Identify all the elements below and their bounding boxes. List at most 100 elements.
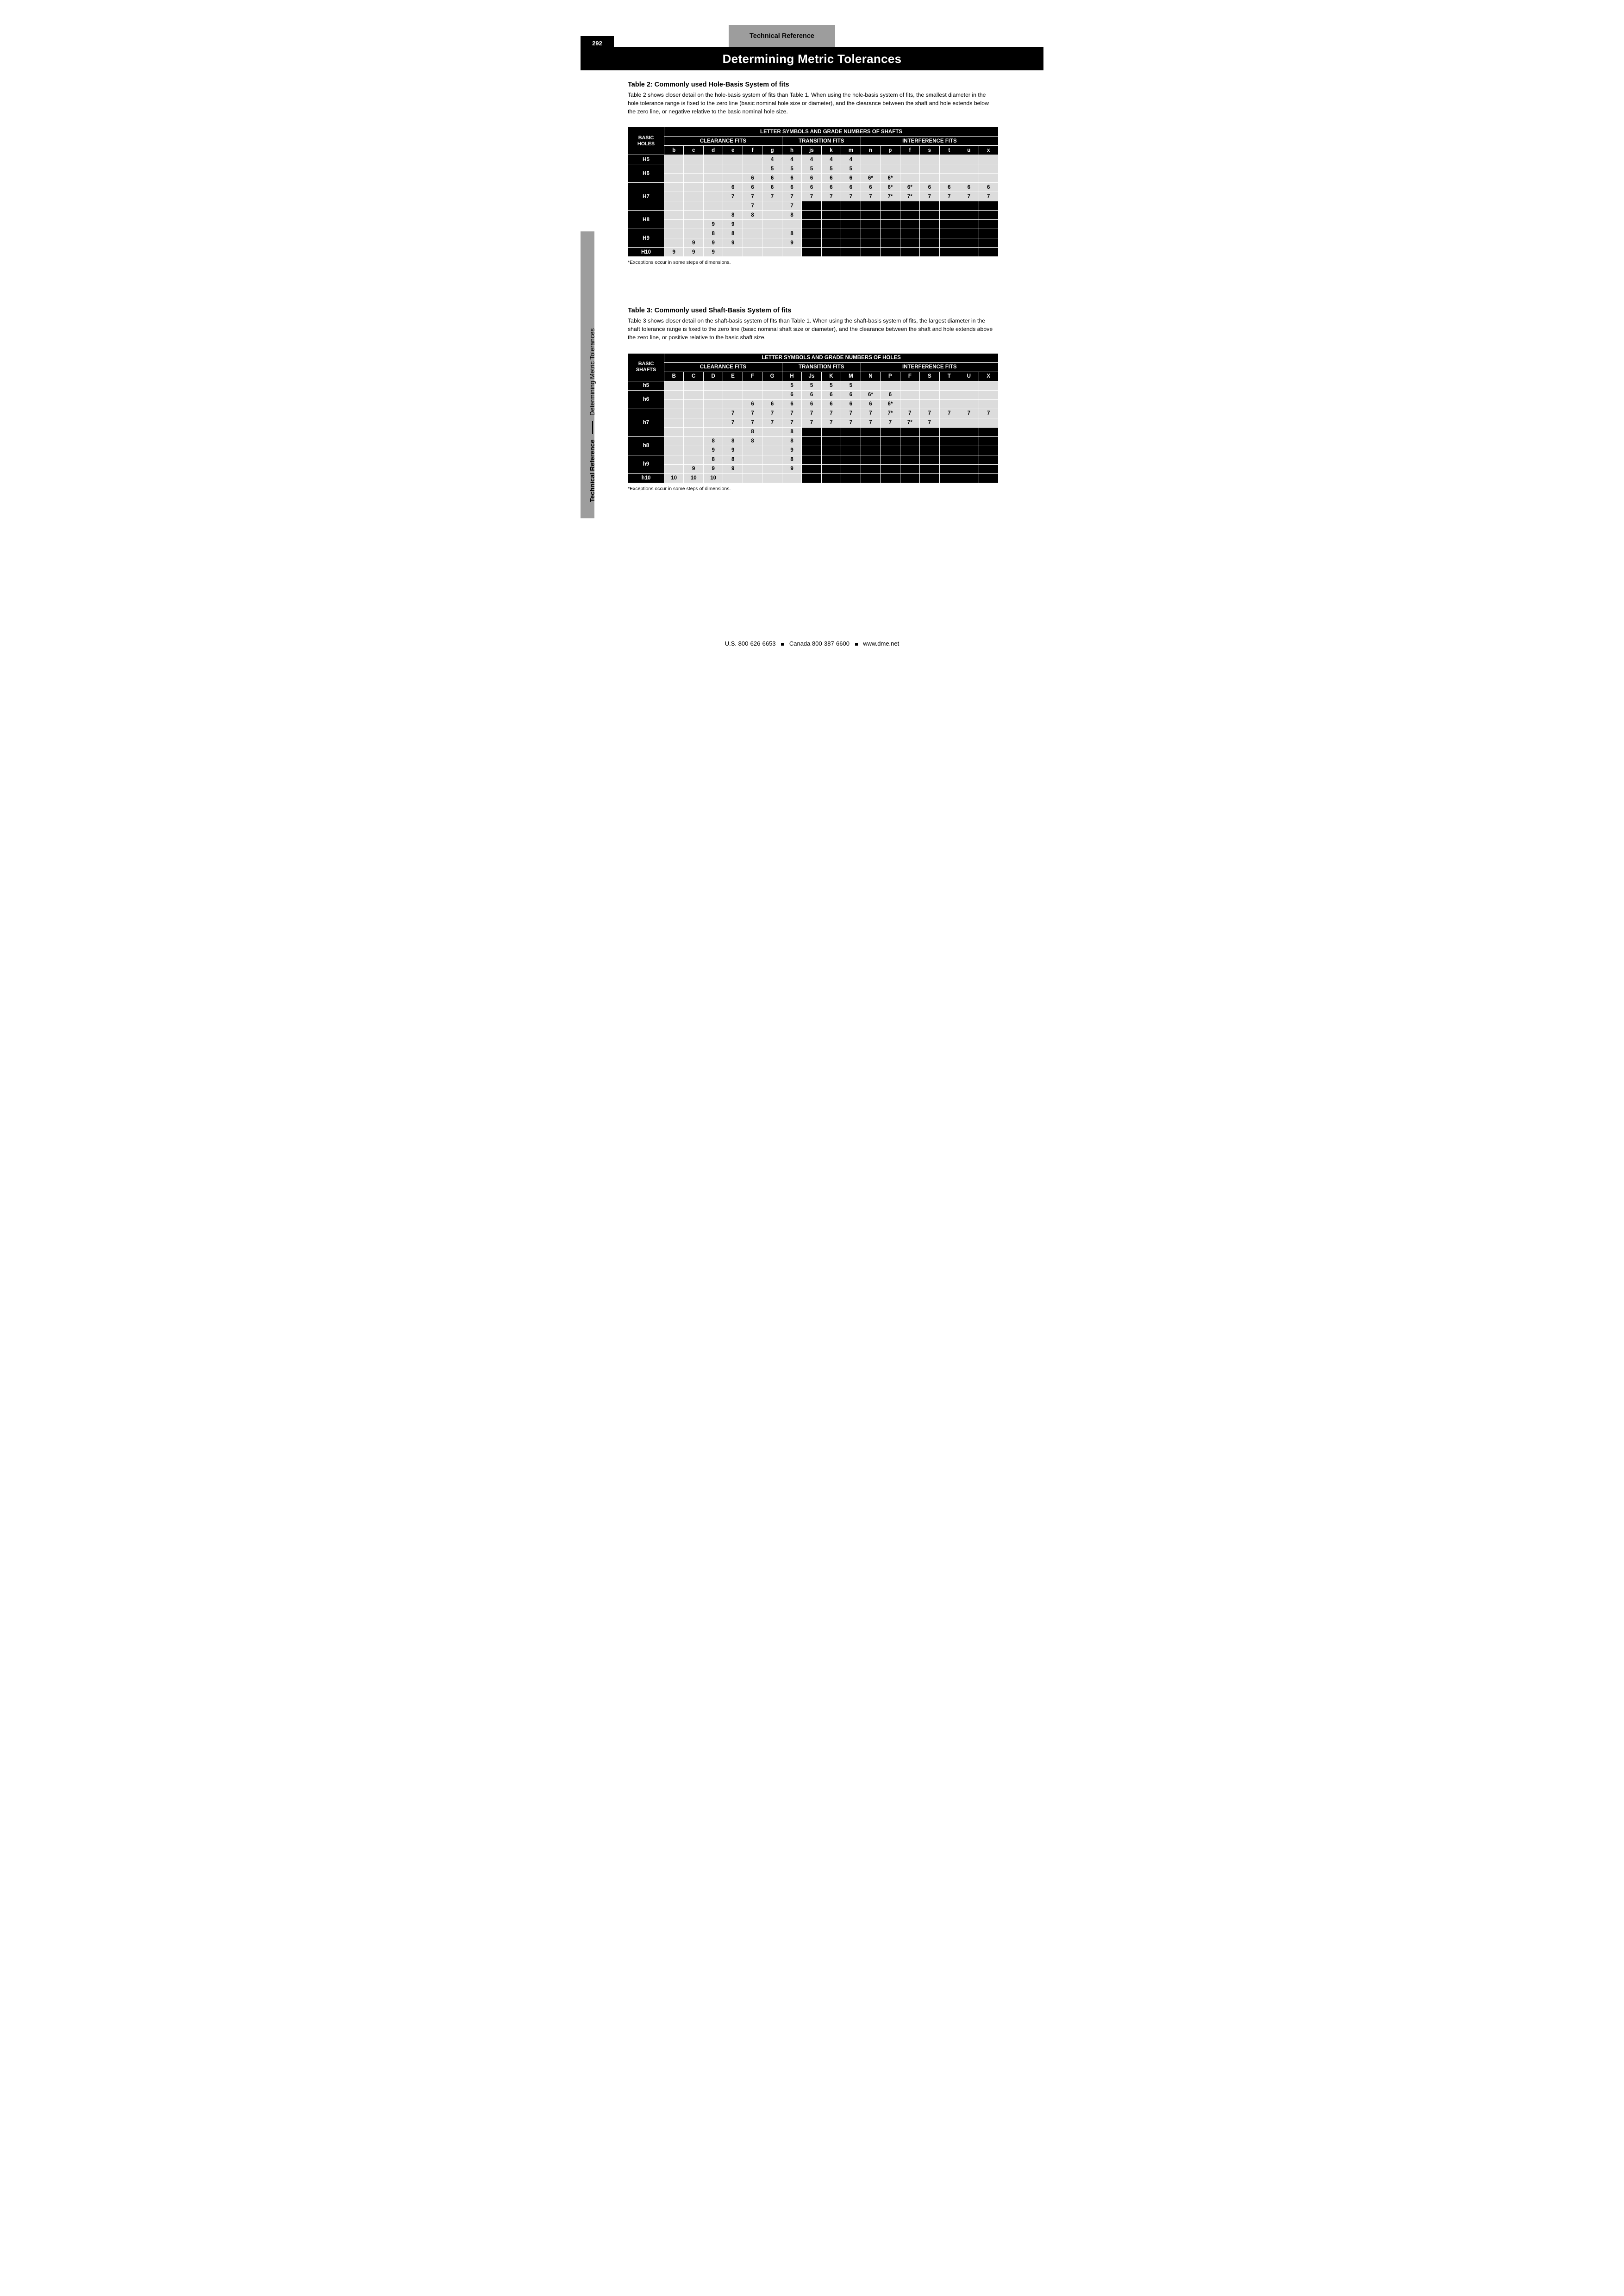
table-cell <box>979 464 998 473</box>
table-cell: 6* <box>861 174 880 183</box>
table-cell <box>920 399 939 409</box>
table-cell <box>979 399 998 409</box>
table-cell <box>920 427 939 436</box>
row-label: H8 <box>628 211 664 229</box>
table-cell <box>684 220 703 229</box>
table-cell <box>861 446 880 455</box>
table-cell <box>841 464 861 473</box>
table-cell: 6 <box>802 399 821 409</box>
table-cell <box>939 220 959 229</box>
table-cell <box>959 399 979 409</box>
footer-sep-2 <box>855 643 858 646</box>
table-cell <box>841 229 861 238</box>
table-cell: 9 <box>703 248 723 257</box>
corner: BASICHOLES <box>628 127 664 155</box>
table-cell: 6 <box>939 183 959 192</box>
col-header: c <box>684 146 703 155</box>
table-cell: 6* <box>881 174 900 183</box>
table-cell <box>861 201 880 211</box>
table-cell <box>664 220 684 229</box>
table-cell: 7* <box>881 409 900 418</box>
table-cell: 8 <box>723 229 743 238</box>
table-cell <box>920 229 939 238</box>
table-cell: 5 <box>821 381 841 390</box>
table-cell <box>664 174 684 183</box>
table-cell: 7 <box>821 409 841 418</box>
table-cell <box>979 455 998 464</box>
table-cell <box>979 174 999 183</box>
table-cell <box>762 211 782 220</box>
table-cell <box>959 248 979 257</box>
table-cell: 8 <box>743 436 762 446</box>
table-cell <box>959 381 979 390</box>
table-cell: 6 <box>743 399 762 409</box>
table-cell <box>723 381 743 390</box>
row-label: H10 <box>628 248 664 257</box>
table-cell <box>762 427 782 436</box>
t2-table: BASICHOLESLETTER SYMBOLS AND GRADE NUMBE… <box>628 127 999 257</box>
table-cell: 6 <box>723 183 743 192</box>
table-cell <box>743 473 762 483</box>
table-cell: 9 <box>782 238 801 248</box>
table-cell <box>703 399 723 409</box>
table-cell: 4 <box>762 155 782 164</box>
table-cell: 6 <box>821 399 841 409</box>
table-cell <box>939 201 959 211</box>
table-cell: 7 <box>821 418 841 427</box>
col-header: N <box>861 372 880 381</box>
table-cell: 6 <box>841 390 861 399</box>
table-cell <box>979 390 998 399</box>
t3-title: Table 3: Commonly used Shaft-Basis Syste… <box>628 307 998 314</box>
table-cell <box>664 183 684 192</box>
table-cell: 8 <box>723 436 743 446</box>
footer-ca: Canada 800-387-6600 <box>789 640 849 647</box>
table-cell <box>782 220 801 229</box>
table-cell: 4 <box>802 155 821 164</box>
table-cell <box>881 464 900 473</box>
table-cell <box>920 155 939 164</box>
table-cell <box>959 201 979 211</box>
table-cell <box>881 211 900 220</box>
table-cell <box>664 446 684 455</box>
table-cell: 8 <box>782 455 801 464</box>
table-cell <box>684 409 703 418</box>
tech-ref-tab: Technical Reference <box>729 25 835 47</box>
col-header: g <box>762 146 782 155</box>
table-cell <box>841 455 861 464</box>
table-cell: 6 <box>743 183 762 192</box>
table-cell <box>664 399 684 409</box>
side-text: Technical Reference Determining Metric T… <box>588 238 596 502</box>
table-cell <box>841 436 861 446</box>
col-header: t <box>939 146 959 155</box>
table-cell: 9 <box>782 464 801 473</box>
table-cell <box>920 381 939 390</box>
table-cell: 9 <box>684 238 703 248</box>
table-cell <box>664 464 684 473</box>
table-cell <box>979 238 999 248</box>
table-cell <box>684 183 703 192</box>
table-cell: 6 <box>920 183 939 192</box>
table-cell: 7 <box>802 192 821 201</box>
table-cell <box>881 201 900 211</box>
col-header: n <box>861 146 880 155</box>
table-cell <box>939 473 959 483</box>
col-header: p <box>881 146 900 155</box>
table-cell: 7 <box>723 192 743 201</box>
col-header: C <box>684 372 703 381</box>
table-cell <box>684 201 703 211</box>
table-cell <box>920 455 939 464</box>
table-cell <box>703 211 723 220</box>
table-cell <box>762 464 782 473</box>
table-cell <box>821 446 841 455</box>
table-cell: 9 <box>723 220 743 229</box>
table-cell: 6* <box>861 390 880 399</box>
table-cell <box>841 473 861 483</box>
t3-footnote: *Exceptions occur in some steps of dimen… <box>628 486 998 492</box>
table-cell <box>900 201 919 211</box>
table-cell <box>900 446 919 455</box>
col-header: E <box>723 372 743 381</box>
table-cell: 7 <box>939 192 959 201</box>
table-cell <box>841 427 861 436</box>
table-cell <box>821 464 841 473</box>
table-cell: 6 <box>841 174 861 183</box>
